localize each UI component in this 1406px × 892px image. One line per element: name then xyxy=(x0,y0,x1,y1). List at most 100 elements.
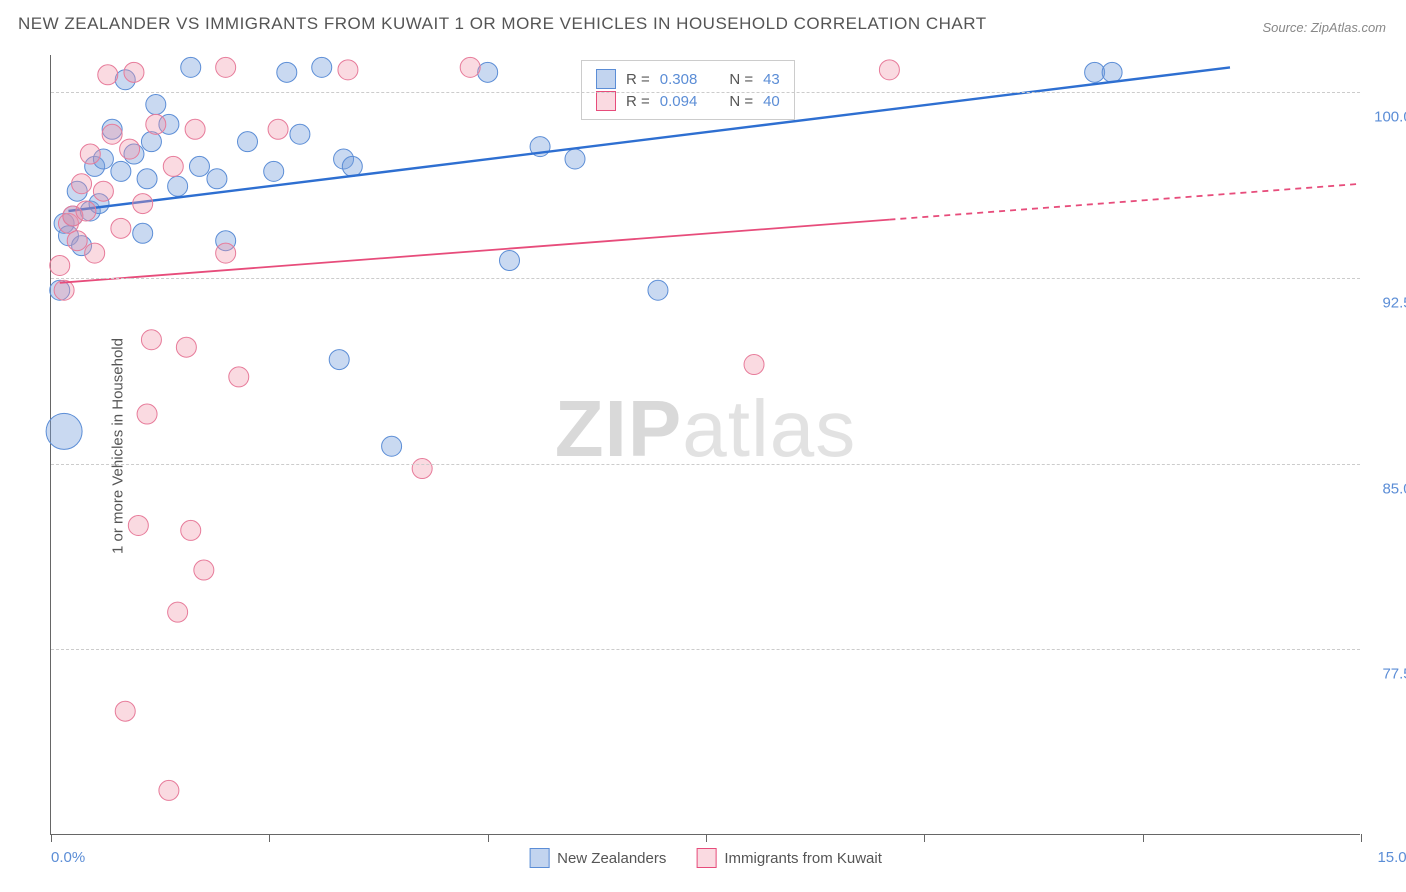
data-point xyxy=(238,132,258,152)
data-point xyxy=(98,65,118,85)
data-point xyxy=(50,255,70,275)
gridline-h xyxy=(51,649,1360,650)
data-point xyxy=(1102,62,1122,82)
gridline-h xyxy=(51,464,1360,465)
data-point xyxy=(744,355,764,375)
trend-line-extrapolated xyxy=(889,184,1361,220)
legend-label: Immigrants from Kuwait xyxy=(724,850,882,867)
trend-line xyxy=(60,220,890,283)
chart-title: NEW ZEALANDER VS IMMIGRANTS FROM KUWAIT … xyxy=(18,14,987,34)
data-point xyxy=(124,62,144,82)
data-point xyxy=(133,194,153,214)
data-point xyxy=(478,62,498,82)
legend-n-label: N = xyxy=(729,71,753,88)
data-point xyxy=(342,156,362,176)
data-point xyxy=(146,114,166,134)
data-point xyxy=(93,181,113,201)
legend-stat-row: R = 0.308 N = 43 xyxy=(596,69,780,89)
data-point xyxy=(879,60,899,80)
data-point xyxy=(111,161,131,181)
data-point xyxy=(85,243,105,263)
gridline-h xyxy=(51,278,1360,279)
data-point xyxy=(176,337,196,357)
data-point xyxy=(500,251,520,271)
legend-stat-row: R = 0.094 N = 40 xyxy=(596,91,780,111)
data-point xyxy=(102,124,122,144)
data-point xyxy=(216,57,236,77)
x-tick xyxy=(706,834,707,842)
data-point xyxy=(137,169,157,189)
data-point xyxy=(67,231,87,251)
legend-r-label: R = xyxy=(626,71,650,88)
data-point xyxy=(329,350,349,370)
source-attribution: Source: ZipAtlas.com xyxy=(1262,20,1386,35)
y-tick-label: 85.0% xyxy=(1382,480,1406,497)
legend-item: Immigrants from Kuwait xyxy=(696,848,882,868)
data-point xyxy=(338,60,358,80)
data-point xyxy=(120,139,140,159)
data-point xyxy=(565,149,585,169)
data-point xyxy=(128,515,148,535)
y-tick-label: 92.5% xyxy=(1382,294,1406,311)
legend-swatch xyxy=(529,848,549,868)
legend-r-value: 0.094 xyxy=(660,93,698,110)
legend-n-label: N = xyxy=(729,93,753,110)
gridline-h xyxy=(51,92,1360,93)
chart-svg xyxy=(51,55,1360,834)
data-point xyxy=(207,169,227,189)
data-point xyxy=(185,119,205,139)
legend-n-value: 40 xyxy=(763,93,780,110)
data-point xyxy=(277,62,297,82)
x-tick xyxy=(269,834,270,842)
data-point xyxy=(168,176,188,196)
data-point xyxy=(159,780,179,800)
y-tick-label: 77.5% xyxy=(1382,666,1406,683)
series-legend: New Zealanders Immigrants from Kuwait xyxy=(529,848,882,868)
plot-area: ZIPatlas R =0.308N =43R =0.094N =40 New … xyxy=(50,55,1360,835)
data-point xyxy=(181,520,201,540)
x-tick xyxy=(1143,834,1144,842)
data-point xyxy=(168,602,188,622)
data-point xyxy=(312,57,332,77)
x-axis-min-label: 0.0% xyxy=(51,849,85,866)
data-point xyxy=(141,330,161,350)
data-point xyxy=(290,124,310,144)
data-point xyxy=(80,144,100,164)
data-point xyxy=(111,218,131,238)
data-point xyxy=(133,223,153,243)
data-point xyxy=(382,436,402,456)
data-point xyxy=(163,156,183,176)
data-point xyxy=(72,174,92,194)
data-point xyxy=(648,280,668,300)
legend-label: New Zealanders xyxy=(557,850,666,867)
legend-swatch xyxy=(696,848,716,868)
data-point xyxy=(115,701,135,721)
data-point xyxy=(216,243,236,263)
data-point xyxy=(76,201,96,221)
data-point xyxy=(229,367,249,387)
data-point xyxy=(137,404,157,424)
x-tick xyxy=(1361,834,1362,842)
x-axis-max-label: 15.0% xyxy=(1377,849,1406,866)
correlation-legend: R = 0.308 N = 43 R = 0.094 N = 40 xyxy=(581,60,795,120)
data-point xyxy=(268,119,288,139)
data-point xyxy=(181,57,201,77)
data-point xyxy=(264,161,284,181)
x-tick xyxy=(924,834,925,842)
legend-r-label: R = xyxy=(626,93,650,110)
data-point xyxy=(46,413,82,449)
x-tick xyxy=(51,834,52,842)
x-tick xyxy=(488,834,489,842)
y-tick-label: 100.0% xyxy=(1374,109,1406,126)
data-point xyxy=(412,459,432,479)
legend-item: New Zealanders xyxy=(529,848,666,868)
legend-swatch xyxy=(596,91,616,111)
data-point xyxy=(141,132,161,152)
legend-n-value: 43 xyxy=(763,71,780,88)
legend-r-value: 0.308 xyxy=(660,71,698,88)
legend-swatch xyxy=(596,69,616,89)
data-point xyxy=(460,57,480,77)
data-point xyxy=(189,156,209,176)
data-point xyxy=(146,95,166,115)
data-point xyxy=(194,560,214,580)
